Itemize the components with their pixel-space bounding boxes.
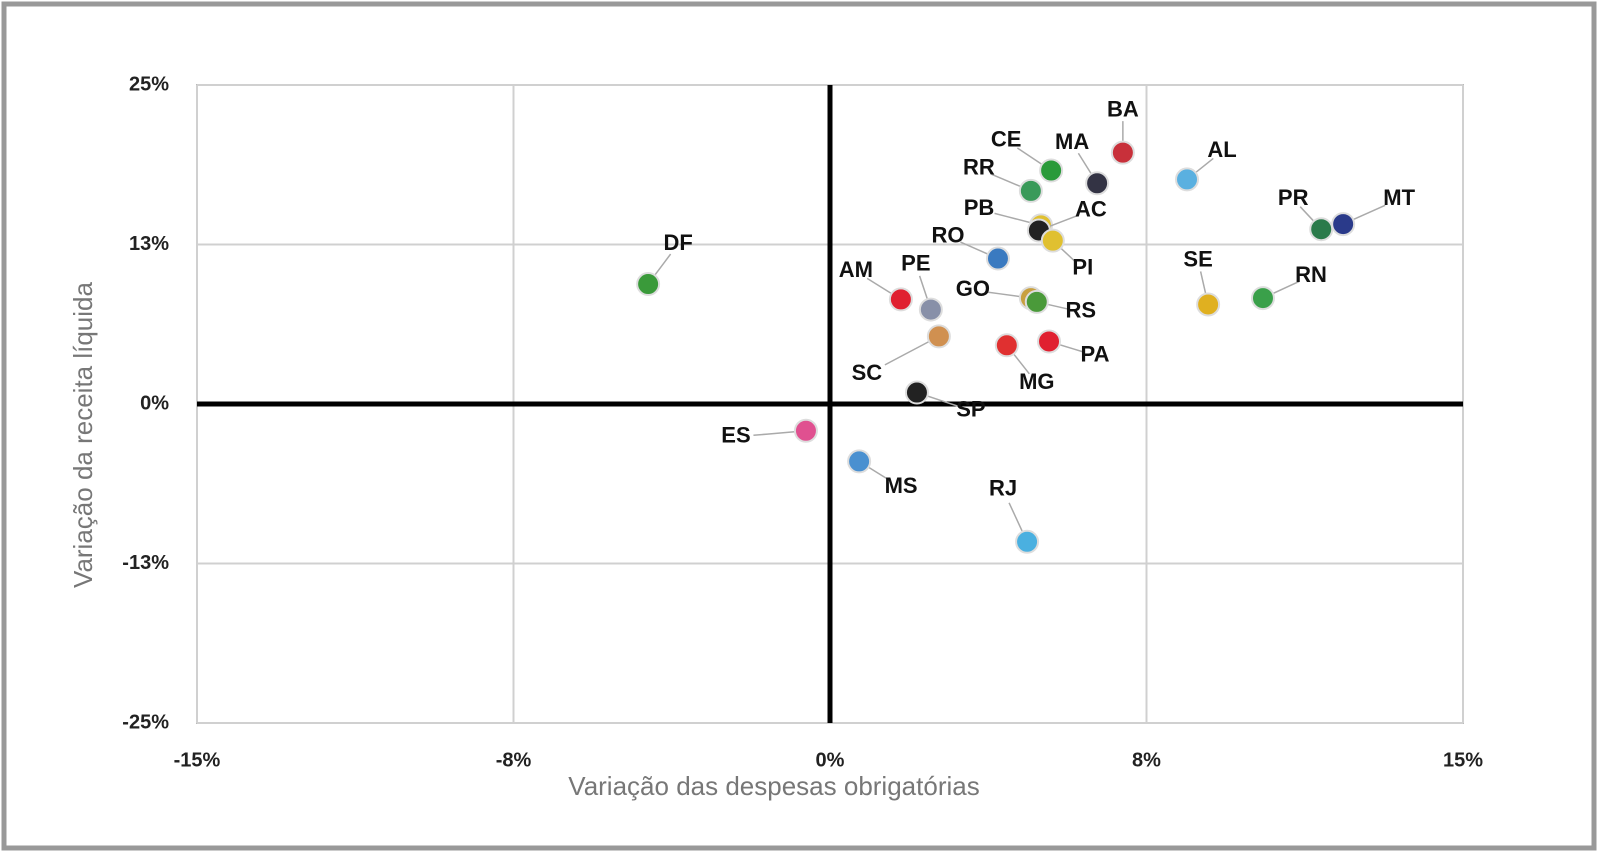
point-label: PE [901,250,930,275]
leader-line [884,335,940,366]
point [926,324,951,349]
point-label: RR [963,155,995,180]
y-tick-label: 25% [129,73,169,95]
point [1040,228,1065,253]
x-axis-title: Variação das despesas obrigatórias [568,771,979,801]
point-label: AC [1075,196,1107,221]
point [1331,212,1356,237]
point-label: DF [663,230,692,255]
x-tick-label: 8% [1132,749,1161,771]
x-tick-label: -15% [174,749,221,771]
y-tick-label: 13% [129,233,169,255]
point [1110,140,1135,165]
point [1085,171,1110,196]
point [1309,217,1334,242]
point-label: ES [721,423,750,448]
point [918,297,943,322]
y-tick-label: 0% [140,392,169,414]
x-tick-label: -8% [496,749,532,771]
point [1037,329,1062,354]
point-label: RJ [989,476,1017,501]
point-label: PI [1072,254,1093,279]
point [888,287,913,312]
point-label: MG [1019,369,1054,394]
point-label: PA [1081,341,1110,366]
point [847,449,872,474]
point-label: MA [1055,129,1089,154]
point [994,333,1019,358]
point-label: RS [1065,298,1096,323]
point [1196,292,1221,317]
point-label: GO [956,276,990,301]
point-label: RO [931,222,964,247]
point-label: RN [1295,262,1327,287]
y-tick-label: -13% [122,552,169,574]
point-label: MT [1383,185,1415,210]
point [636,272,661,297]
x-tick-label: 0% [816,749,845,771]
point-label: SE [1183,246,1212,271]
point-label: AM [839,257,873,282]
point [904,380,929,405]
point [1250,286,1275,311]
point [1015,529,1040,554]
point [1039,158,1064,183]
point-label: MS [885,473,918,498]
y-tick-label: -25% [122,711,169,733]
point [1024,289,1049,314]
leader-line [753,430,807,437]
point-label: SP [956,396,985,421]
point-label: PB [964,195,995,220]
point [1175,167,1200,192]
x-tick-label: 15% [1443,749,1483,771]
y-axis-title: Variação da receita líquida [68,281,98,587]
point-label: CE [991,126,1022,151]
point [1018,178,1043,203]
point [793,418,818,443]
point-label: BA [1107,96,1139,121]
point-label: PR [1278,185,1309,210]
point [985,246,1010,271]
point-label: AL [1207,137,1236,162]
point-label: SC [852,360,883,385]
